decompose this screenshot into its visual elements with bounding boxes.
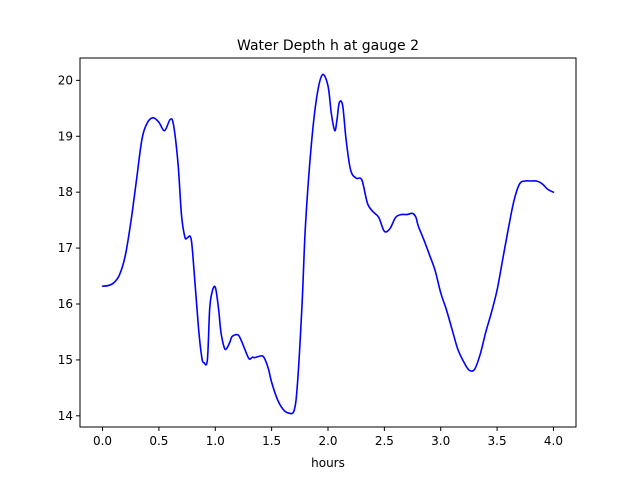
chart-title: Water Depth h at gauge 2 bbox=[237, 38, 419, 54]
y-tick-label: 15 bbox=[58, 353, 73, 367]
x-tick-label: 0.5 bbox=[149, 434, 168, 448]
series-line bbox=[101, 73, 555, 415]
y-tick-label: 19 bbox=[58, 129, 73, 143]
x-tick-label: 2.0 bbox=[318, 434, 337, 448]
x-tick-label: 4.0 bbox=[544, 434, 563, 448]
y-axis: 14 15 16 17 18 19 20 bbox=[58, 73, 80, 423]
y-tick-label: 14 bbox=[58, 409, 73, 423]
x-tick-label: 3.5 bbox=[488, 434, 507, 448]
y-tick-label: 20 bbox=[58, 73, 73, 87]
x-tick-label: 2.5 bbox=[375, 434, 394, 448]
y-tick-label: 17 bbox=[58, 241, 73, 255]
x-axis-label: hours bbox=[311, 456, 345, 470]
x-tick-label: 0.0 bbox=[93, 434, 112, 448]
x-tick-label: 1.5 bbox=[262, 434, 281, 448]
x-axis: 0.0 0.5 1.0 1.5 2.0 2.5 3.0 3.5 4.0 bbox=[93, 427, 563, 448]
x-tick-label: 1.0 bbox=[206, 434, 225, 448]
y-tick-label: 16 bbox=[58, 297, 73, 311]
x-tick-label: 3.0 bbox=[431, 434, 450, 448]
plot-area: 0.0 0.5 1.0 1.5 2.0 2.5 3.0 3.5 4.0 14 15 16 17 18 19… bbox=[58, 57, 577, 448]
y-tick-label: 18 bbox=[58, 185, 73, 199]
series-layer bbox=[101, 73, 555, 415]
